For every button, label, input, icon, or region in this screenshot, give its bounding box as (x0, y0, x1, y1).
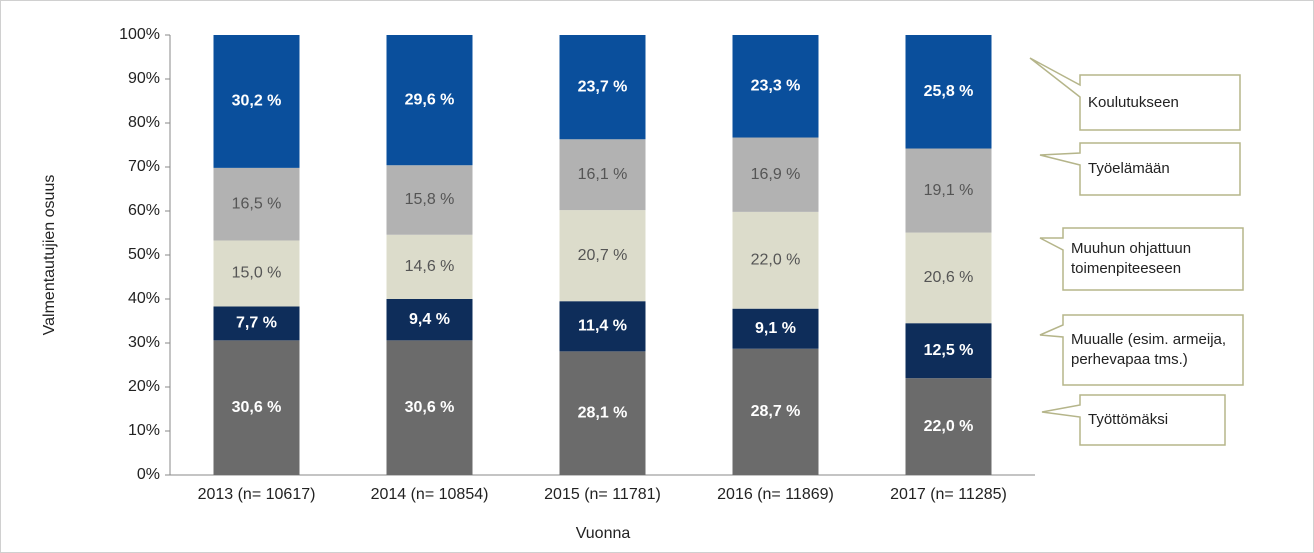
value-label: 19,1 % (924, 182, 974, 199)
bar-segment (905, 35, 992, 149)
bar-segment (386, 165, 473, 235)
value-label: 30,6 % (405, 399, 455, 416)
value-label: 22,0 % (924, 418, 974, 435)
bar-segment (559, 351, 646, 475)
y-tick-label: 10% (128, 422, 160, 439)
legend-callout (1039, 314, 1244, 386)
value-label: 16,1 % (578, 166, 628, 183)
value-label: 23,7 % (578, 78, 628, 95)
x-tick-label: 2017 (n= 11285) (890, 486, 1007, 503)
bar-segment (905, 378, 992, 475)
x-axis-title: Vuonna (576, 525, 631, 542)
value-label: 9,4 % (409, 311, 450, 328)
legend-callout (1041, 394, 1226, 446)
y-tick-label: 20% (128, 378, 160, 395)
value-label: 23,3 % (751, 77, 801, 94)
bar-segment (732, 137, 819, 212)
bar-segment (213, 35, 300, 168)
value-label: 28,7 % (751, 403, 801, 420)
x-tick-label: 2014 (n= 10854) (371, 486, 489, 503)
value-label: 20,6 % (924, 269, 974, 286)
legend-label: Muualle (esim. armeija, perhevapaa tms.) (1071, 331, 1227, 368)
value-label: 16,9 % (751, 166, 801, 183)
bar-segment (386, 299, 473, 341)
bar-segment (386, 340, 473, 475)
value-label: 11,4 % (578, 317, 627, 334)
value-label: 9,1 % (755, 320, 796, 337)
bar-segment (905, 323, 992, 379)
bar-segment (559, 301, 646, 352)
x-tick-label: 2013 (n= 10617) (198, 486, 316, 503)
bar-segment (213, 167, 300, 241)
bar-segment (732, 348, 819, 475)
value-label: 15,8 % (405, 191, 455, 208)
value-label: 30,2 % (232, 93, 282, 110)
x-tick-label: 2016 (n= 11869) (717, 486, 834, 503)
bar-segment (732, 35, 819, 138)
y-tick-label: 70% (128, 158, 160, 175)
legend-callout (1029, 57, 1241, 131)
bar-segment (213, 306, 300, 341)
legend-label: Koulutukseen (1088, 93, 1179, 111)
legend-label: Työelämään (1088, 160, 1170, 177)
value-label: 22,0 % (751, 251, 801, 268)
bar-segment (732, 211, 819, 309)
value-label: 29,6 % (405, 91, 455, 108)
value-label: 7,7 % (236, 315, 277, 332)
y-tick-label: 30% (128, 334, 160, 351)
value-label: 16,5 % (232, 195, 282, 212)
bar-segment (559, 210, 646, 302)
y-tick-label: 50% (128, 246, 160, 263)
bar-segment (559, 35, 646, 140)
legend-label: Työttömäksi (1088, 411, 1169, 428)
y-tick-label: 80% (128, 114, 160, 131)
legend-label: Muuhun ohjattuun toimenpiteeseen (1071, 240, 1192, 277)
y-tick-label: 100% (119, 26, 160, 43)
value-label: 12,5 % (924, 342, 974, 359)
bar-segment (905, 148, 992, 233)
value-label: 14,6 % (405, 258, 455, 275)
bar-segment (732, 308, 819, 349)
value-label: 28,1 % (578, 404, 628, 421)
y-tick-label: 90% (128, 70, 160, 87)
y-tick-label: 40% (128, 290, 160, 307)
value-label: 20,7 % (578, 247, 628, 264)
legend-callout (1039, 142, 1241, 196)
x-tick-label: 2015 (n= 11781) (544, 486, 661, 503)
value-label: 25,8 % (924, 83, 974, 100)
bar-segment (905, 232, 992, 324)
y-axis-title: Valmentautujien osuus (41, 175, 58, 336)
value-label: 30,6 % (232, 399, 282, 416)
legend-callout (1039, 227, 1244, 291)
y-tick-label: 60% (128, 202, 160, 219)
bar-segment (213, 340, 300, 475)
y-tick-label: 0% (137, 466, 160, 483)
bar-segment (386, 234, 473, 299)
bar-segment (386, 35, 473, 166)
bar-segment (559, 139, 646, 211)
bar-segment (213, 240, 300, 307)
value-label: 15,0 % (232, 265, 282, 282)
